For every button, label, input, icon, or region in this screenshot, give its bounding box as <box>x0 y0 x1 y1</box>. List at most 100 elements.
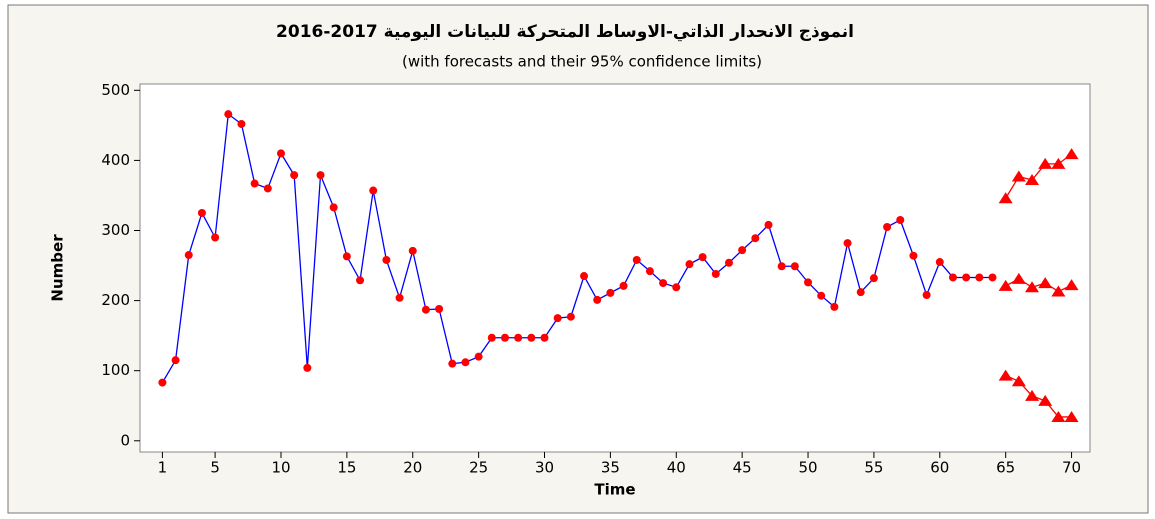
x-tick-label: 25 <box>469 459 488 477</box>
x-tick-label: 65 <box>996 459 1015 477</box>
forecast-marker <box>1011 170 1026 182</box>
y-tick-label: 100 <box>101 361 130 379</box>
data-point <box>593 295 602 304</box>
forecast-marker <box>1051 157 1066 169</box>
data-point <box>580 272 589 281</box>
data-point <box>171 356 180 365</box>
data-point <box>158 378 167 387</box>
data-point <box>724 258 733 267</box>
y-tick-label: 200 <box>101 291 130 309</box>
x-tick-label: 15 <box>337 459 356 477</box>
data-point <box>421 305 430 314</box>
forecast-marker <box>1038 394 1053 406</box>
data-point <box>856 288 865 297</box>
data-point <box>606 288 615 297</box>
data-point <box>435 305 444 314</box>
x-tick-label: 55 <box>864 459 883 477</box>
x-tick-label: 35 <box>601 459 620 477</box>
data-point <box>184 251 193 260</box>
x-tick-label: 40 <box>667 459 686 477</box>
x-tick-label: 1 <box>158 459 168 477</box>
data-point <box>500 333 509 342</box>
data-point <box>395 293 404 302</box>
data-point <box>290 171 299 180</box>
data-point <box>830 302 839 311</box>
data-point <box>896 215 905 224</box>
x-tick-label: 10 <box>271 459 290 477</box>
data-point <box>303 363 312 372</box>
data-point <box>224 110 233 119</box>
forecast-marker <box>998 369 1013 381</box>
y-tick-label: 300 <box>101 221 130 239</box>
chart-title: انموذج الانحدار الذاتي-الاوساط المتحركة … <box>276 22 854 42</box>
forecast-marker <box>1011 375 1026 387</box>
data-point <box>777 262 786 271</box>
data-point <box>685 260 694 269</box>
data-point <box>672 283 681 292</box>
y-tick-label: 400 <box>101 151 130 169</box>
data-point <box>316 171 325 180</box>
data-point <box>342 252 351 261</box>
data-point <box>909 251 918 260</box>
forecast-marker <box>1051 285 1066 297</box>
y-axis-label: Number <box>49 234 67 302</box>
data-point <box>408 246 417 255</box>
data-point <box>276 149 285 158</box>
plot-area <box>139 83 1091 453</box>
y-tick-label: 0 <box>120 431 130 449</box>
forecast-marker <box>998 192 1013 204</box>
forecast-marker <box>1064 410 1079 422</box>
x-tick-label: 60 <box>930 459 949 477</box>
forecast-marker <box>1051 410 1066 422</box>
data-point <box>711 269 720 278</box>
forecast-marker <box>998 279 1013 291</box>
data-point <box>527 333 536 342</box>
data-point <box>329 203 338 212</box>
data-point <box>619 281 628 290</box>
forecast-marker <box>1038 277 1053 289</box>
x-tick-label: 30 <box>535 459 554 477</box>
data-point <box>962 273 971 282</box>
data-point <box>988 273 997 282</box>
data-point <box>738 246 747 255</box>
x-tick-label: 70 <box>1062 459 1081 477</box>
data-point <box>659 279 668 288</box>
data-point <box>764 220 773 229</box>
data-point <box>645 267 654 276</box>
y-tick-label: 500 <box>101 81 130 99</box>
data-point <box>211 233 220 242</box>
x-tick-label: 50 <box>798 459 817 477</box>
x-tick-label: 5 <box>210 459 220 477</box>
data-point <box>382 255 391 264</box>
data-point <box>540 333 549 342</box>
chart-subtitle: (with forecasts and their 95% confidence… <box>402 53 762 71</box>
forecast-marker <box>1025 174 1040 186</box>
data-point <box>935 258 944 267</box>
data-point <box>804 278 813 287</box>
forecast-marker <box>1064 148 1079 160</box>
data-point <box>948 273 957 282</box>
data-point <box>250 179 259 188</box>
series-line <box>161 112 993 383</box>
data-point <box>975 273 984 282</box>
data-point <box>461 358 470 367</box>
data-point <box>922 290 931 299</box>
x-axis-label: Time <box>594 481 635 499</box>
data-point <box>790 262 799 271</box>
forecast-marker <box>1025 389 1040 401</box>
forecast-marker <box>1064 279 1079 291</box>
data-point <box>474 352 483 361</box>
data-point <box>883 222 892 231</box>
data-point <box>632 255 641 264</box>
data-point <box>817 291 826 300</box>
data-point <box>487 333 496 342</box>
x-tick-label: 20 <box>403 459 422 477</box>
data-point <box>843 239 852 248</box>
data-point <box>197 208 206 217</box>
data-point <box>237 119 246 128</box>
data-point <box>263 184 272 193</box>
data-point <box>356 276 365 285</box>
x-tick-label: 45 <box>733 459 752 477</box>
data-point <box>448 359 457 368</box>
forecast-marker <box>1011 272 1026 284</box>
